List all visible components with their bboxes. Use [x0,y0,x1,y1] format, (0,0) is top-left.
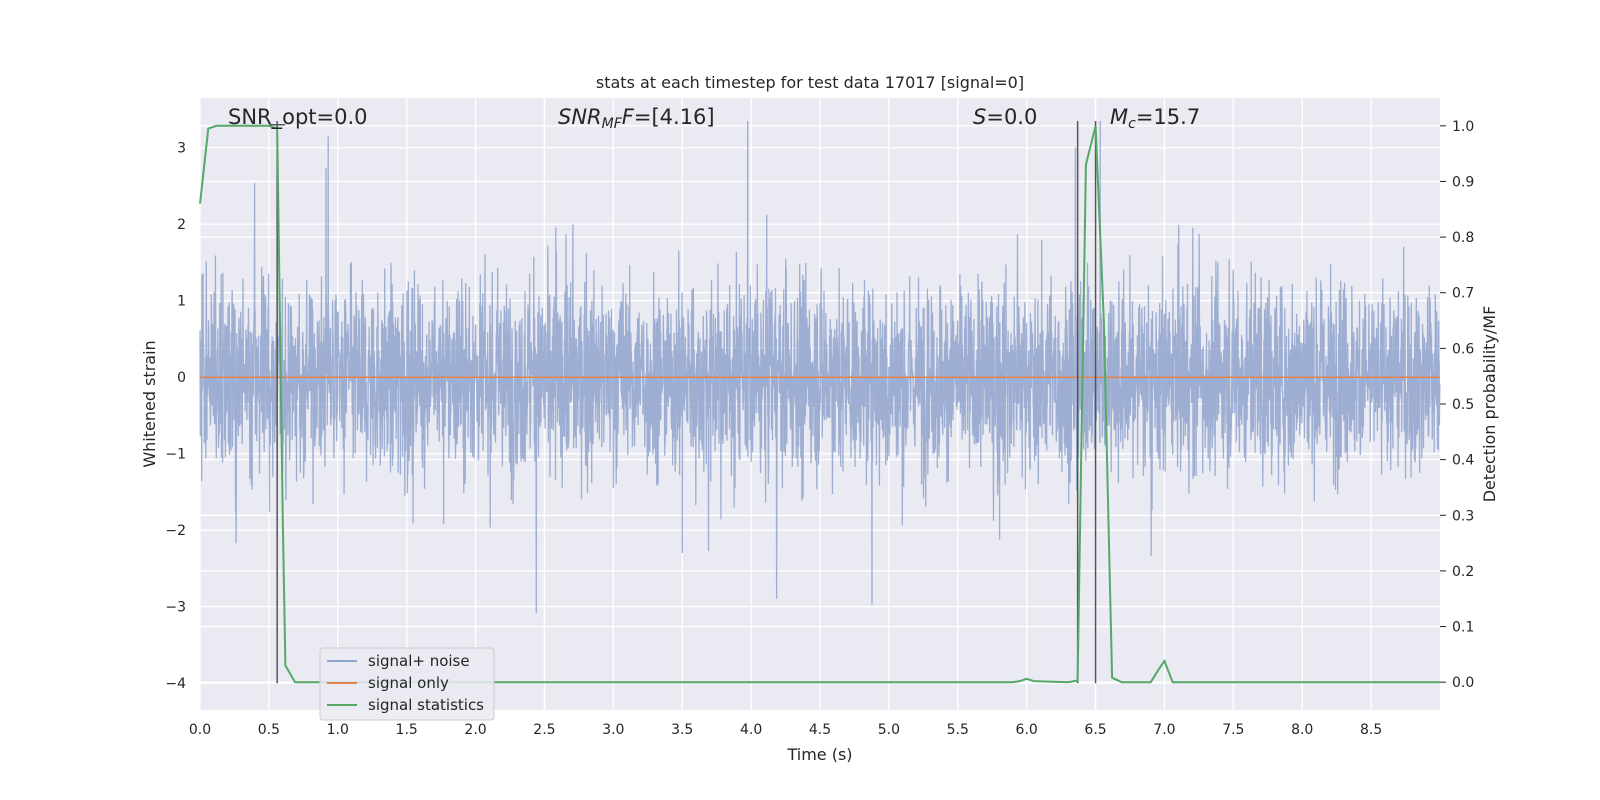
annotation-snr-mf-value: =[4.16] [634,105,715,129]
y-tick-label-3: 0 [177,370,186,386]
y-tick-label-6: −3 [165,600,186,616]
x-tick-label-5: 2.5 [533,722,555,738]
annotation-snr-mf: SNRMFF=[4.16] [558,105,715,132]
y2-tick-label-0: 1.0 [1452,119,1474,135]
annotation-mc-main: M [1110,105,1128,129]
statistics-line [199,124,1440,684]
annotation-mc-sub: c [1128,116,1136,132]
y2-tick-label-9: 0.1 [1452,620,1474,636]
x-tick-label-16: 8.0 [1291,722,1313,738]
x-tick-label-14: 7.0 [1153,722,1175,738]
y2-tick-label-3: 0.7 [1452,286,1474,302]
x-tick-label-7: 3.5 [671,722,693,738]
legend-label-signal-only: signal only [368,674,449,692]
x-tick-label-17: 8.5 [1360,722,1382,738]
y-tick-label-4: −1 [165,447,186,463]
annotation-s-value: =0.0 [986,105,1037,129]
y2-tick-label-5: 0.5 [1452,397,1474,413]
x-tick-label-10: 5.0 [878,722,900,738]
x-tick-label-8: 4.0 [740,722,762,738]
y2-tick-label-7: 0.3 [1452,508,1474,524]
x-tick-label-9: 4.5 [809,722,831,738]
y-tick-label-1: 2 [177,217,186,233]
x-axis-label: Time (s) [786,745,852,764]
y2-axis-label: Detection probability/MF [1480,306,1499,503]
x-tick-label-13: 6.5 [1084,722,1106,738]
y2-tick-label-1: 0.9 [1452,174,1474,190]
annotation-mc-value: =15.7 [1136,105,1200,129]
series-signal-statistics [199,124,1440,684]
chart-title: stats at each timestep for test data 170… [596,73,1024,92]
y-tick-label-5: −2 [165,523,186,539]
x-tick-label-0: 0.0 [189,722,211,738]
x-tick-label-11: 5.5 [947,722,969,738]
y2-tick-label-10: 0.0 [1452,675,1474,691]
x-tick-label-12: 6.0 [1016,722,1038,738]
y2-tick-label-4: 0.6 [1452,341,1474,357]
y2-axis-ticks: 1.0 0.9 0.8 0.7 0.6 0.5 0.4 0.3 0.2 0.1 0.0 [1440,119,1474,691]
series-signal-noise [199,120,1441,614]
noise-line [199,120,1441,614]
legend-label-signal-noise: signal+ noise [368,652,470,670]
annotation-s: S=0.0 [973,105,1037,129]
legend-label-signal-statistics: signal statistics [368,696,484,714]
x-tick-label-15: 7.5 [1222,722,1244,738]
legend-box [319,647,495,721]
annotation-mc: Mc=15.7 [1110,105,1200,132]
annotation-s-main: S [973,105,986,129]
annotation-snr-opt: SNR_opt=0.0 [228,105,368,130]
y-tick-label-7: −4 [165,676,186,692]
vertical-markers [269,120,1097,684]
y-axis-label: Whitened strain [140,340,159,467]
y2-tick-label-2: 0.8 [1452,230,1474,246]
y2-tick-label-6: 0.4 [1452,453,1474,469]
legend: signal+ noise signal only signal statist… [319,647,495,721]
annotation-snr-mf-sub: MF [602,116,623,132]
annotation-snr-mf-main: SNR [558,105,602,129]
y-axis-ticks: 3 2 1 0 −1 −2 −3 −4 [165,141,186,692]
x-tick-label-3: 1.5 [396,722,418,738]
y2-tick-label-8: 0.2 [1452,564,1474,580]
x-tick-label-2: 1.0 [327,722,349,738]
y-tick-label-0: 3 [177,141,186,157]
x-tick-label-4: 2.0 [464,722,486,738]
annotation-snr-mf-f: F [622,105,635,129]
x-tick-label-6: 3.0 [602,722,624,738]
x-axis-ticks: 0.0 0.5 1.0 1.5 2.0 2.5 3.0 3.5 4.0 4.5 5.0 5.5 6.0 6… [189,722,1382,738]
x-tick-label-1: 0.5 [258,722,280,738]
y-tick-label-2: 1 [177,294,186,310]
